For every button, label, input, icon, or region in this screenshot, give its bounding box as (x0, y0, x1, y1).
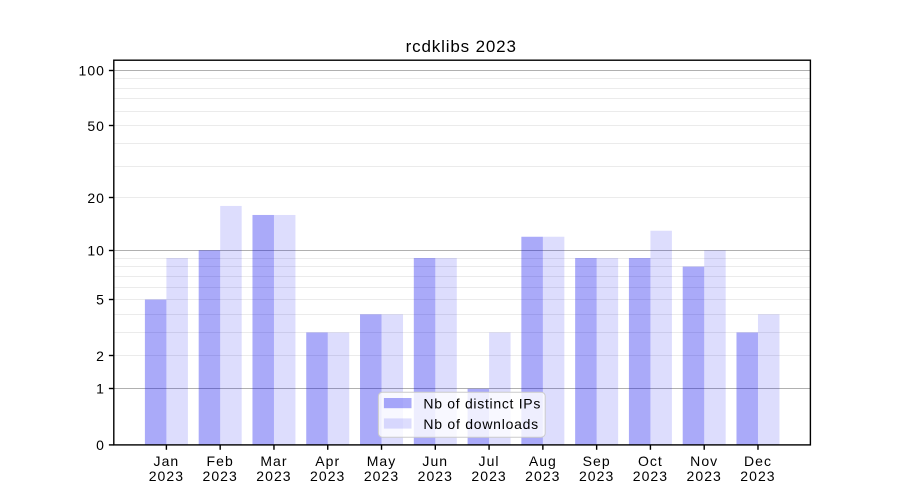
svg-text:Mar: Mar (260, 453, 287, 469)
svg-text:2023: 2023 (740, 468, 775, 484)
svg-text:Nb of distinct IPs: Nb of distinct IPs (423, 396, 541, 412)
svg-text:Jul: Jul (479, 453, 500, 469)
svg-text:2023: 2023 (256, 468, 291, 484)
svg-text:Aug: Aug (529, 453, 557, 469)
svg-text:10: 10 (87, 242, 105, 258)
svg-text:Nov: Nov (690, 453, 718, 469)
svg-text:Apr: Apr (315, 453, 340, 469)
svg-text:Jun: Jun (422, 453, 448, 469)
svg-text:May: May (367, 453, 397, 469)
svg-text:2023: 2023 (418, 468, 453, 484)
svg-text:2: 2 (96, 348, 105, 364)
svg-text:Sep: Sep (583, 453, 611, 469)
svg-text:2023: 2023 (149, 468, 184, 484)
svg-text:Feb: Feb (207, 453, 234, 469)
svg-text:2023: 2023 (525, 468, 560, 484)
svg-text:5: 5 (96, 292, 105, 308)
svg-text:2023: 2023 (633, 468, 668, 484)
svg-text:Oct: Oct (638, 453, 663, 469)
svg-text:Jan: Jan (154, 453, 180, 469)
svg-text:2023: 2023 (310, 468, 345, 484)
svg-text:1: 1 (96, 381, 105, 397)
svg-text:2023: 2023 (364, 468, 399, 484)
svg-text:2023: 2023 (687, 468, 722, 484)
svg-text:100: 100 (78, 62, 105, 78)
svg-text:2023: 2023 (203, 468, 238, 484)
svg-text:2023: 2023 (579, 468, 614, 484)
svg-text:rcdklibs 2023: rcdklibs 2023 (406, 37, 517, 56)
svg-text:0: 0 (96, 437, 105, 453)
svg-text:2023: 2023 (471, 468, 506, 484)
svg-text:50: 50 (87, 118, 105, 134)
svg-text:Dec: Dec (744, 453, 772, 469)
svg-text:Nb of downloads: Nb of downloads (423, 416, 539, 432)
svg-text:20: 20 (87, 190, 105, 206)
